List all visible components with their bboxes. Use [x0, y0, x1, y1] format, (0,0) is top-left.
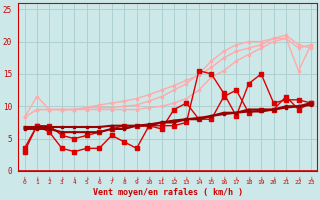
X-axis label: Vent moyen/en rafales ( km/h ): Vent moyen/en rafales ( km/h ) [93, 188, 243, 197]
